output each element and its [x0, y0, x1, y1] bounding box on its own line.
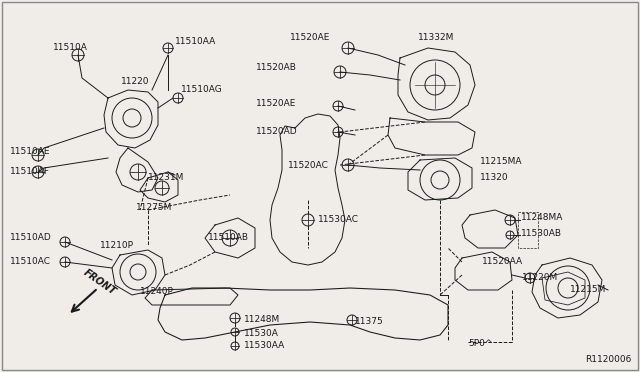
Text: 11248MA: 11248MA	[521, 214, 563, 222]
Text: 11530AC: 11530AC	[318, 215, 359, 224]
Text: R1120006: R1120006	[586, 355, 632, 364]
Text: 11220M: 11220M	[522, 273, 558, 282]
Text: 11275M: 11275M	[136, 203, 172, 212]
Text: 11332M: 11332M	[418, 33, 454, 42]
Text: 11510AC: 11510AC	[10, 257, 51, 266]
Text: 11530A: 11530A	[244, 328, 279, 337]
Text: 11520AD: 11520AD	[256, 128, 298, 137]
Text: 11510AE: 11510AE	[10, 148, 51, 157]
Text: 11510AA: 11510AA	[175, 38, 216, 46]
Text: 11215MA: 11215MA	[480, 157, 522, 167]
Text: 11220: 11220	[121, 77, 150, 87]
Text: 11320: 11320	[480, 173, 509, 183]
Text: 11210P: 11210P	[100, 241, 134, 250]
Text: 5P0^: 5P0^	[468, 340, 492, 349]
Text: FRONT: FRONT	[82, 267, 118, 297]
Text: 11520AB: 11520AB	[256, 64, 297, 73]
Text: 11530AB: 11530AB	[521, 230, 562, 238]
Text: 11530AA: 11530AA	[244, 341, 285, 350]
Text: 11520AC: 11520AC	[288, 161, 329, 170]
Text: 11510AB: 11510AB	[208, 234, 249, 243]
Text: 11520AA: 11520AA	[482, 257, 523, 266]
Text: 11520AE: 11520AE	[290, 33, 330, 42]
Text: 11510A: 11510A	[53, 42, 88, 51]
Text: 11520AE: 11520AE	[256, 99, 296, 109]
Text: 11248M: 11248M	[244, 315, 280, 324]
Text: 11231M: 11231M	[148, 173, 184, 183]
Text: 11510AF: 11510AF	[10, 167, 50, 176]
Text: 11510AD: 11510AD	[10, 234, 52, 243]
Text: 11375: 11375	[355, 317, 384, 327]
Text: 11215M: 11215M	[570, 285, 606, 295]
Text: 11510AG: 11510AG	[181, 86, 223, 94]
Text: 11240P: 11240P	[140, 286, 174, 295]
